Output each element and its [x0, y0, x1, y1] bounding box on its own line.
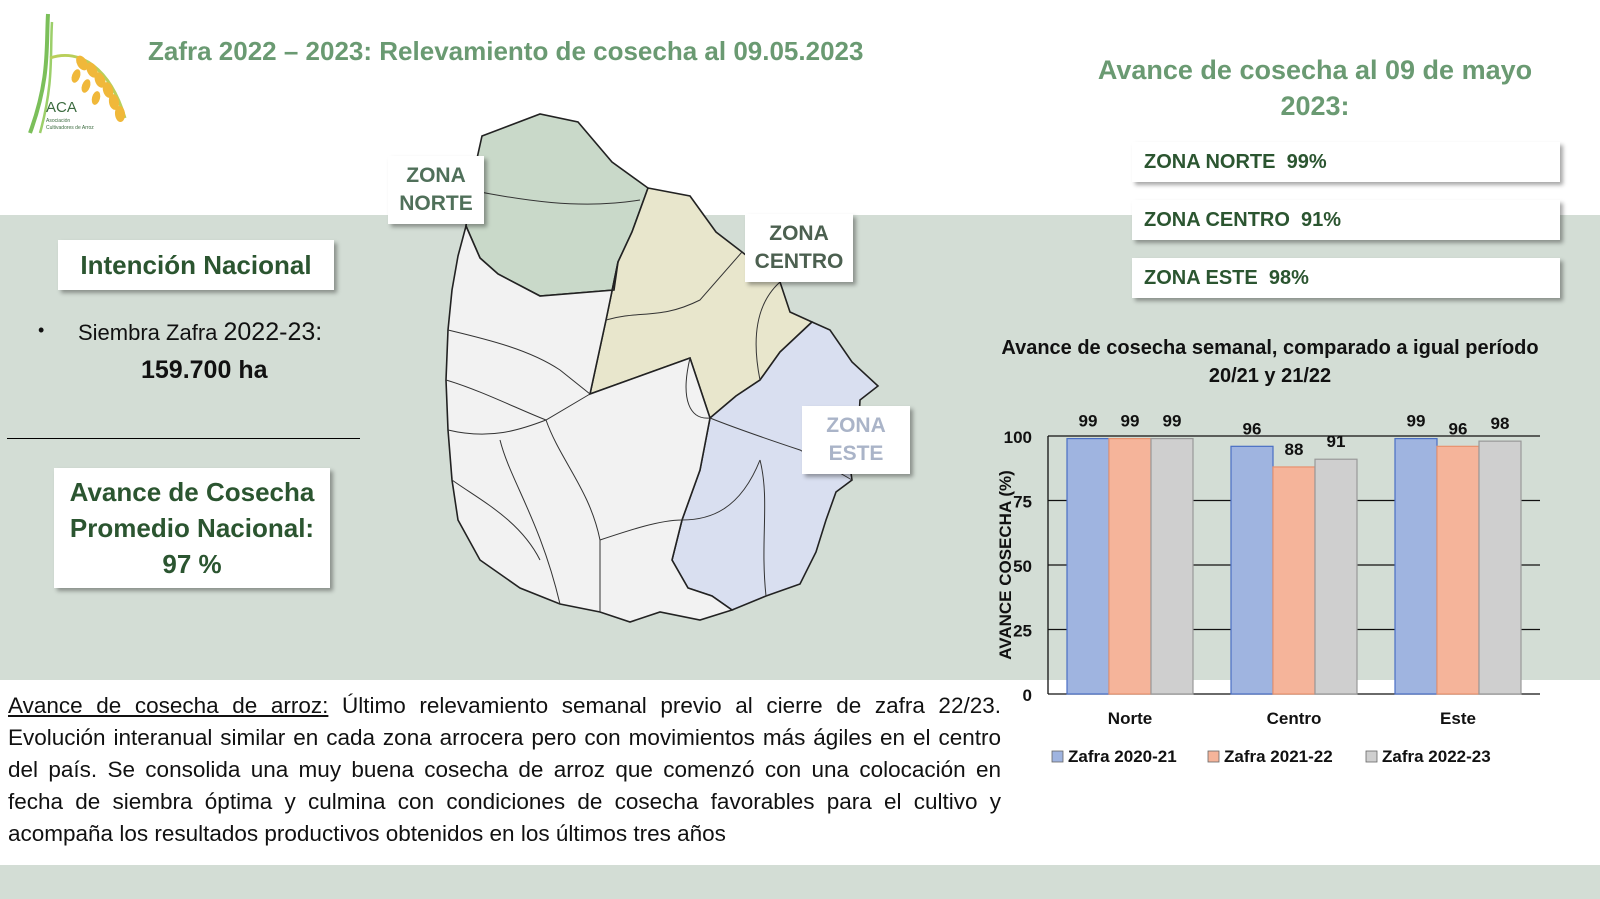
page-title: Zafra 2022 – 2023: Relevamiento de cosec…: [148, 36, 864, 66]
bar: [1314, 458, 1358, 695]
zona-este-line-2: ESTE: [828, 442, 884, 465]
y-tick-label: 25: [1013, 622, 1032, 641]
bar: [1066, 437, 1110, 695]
svg-text:ACA: ACA: [46, 99, 77, 116]
avance-promedio-box: Avance de Cosecha Promedio Nacional: 97 …: [54, 468, 330, 588]
zona-norte-line-1: ZONA: [406, 164, 466, 187]
data-label: 96: [1243, 419, 1262, 438]
bar: [1394, 437, 1438, 695]
x-tick-label: Norte: [1108, 709, 1152, 728]
zona-este-box: ZONA ESTE 98%: [1132, 258, 1560, 298]
avance-line-1: Avance de Cosecha: [69, 477, 315, 507]
x-tick-label: Centro: [1267, 709, 1322, 728]
data-label: 99: [1163, 412, 1182, 431]
data-label: 88: [1285, 440, 1304, 459]
legend-swatch: [1207, 750, 1220, 763]
data-label: 99: [1079, 412, 1098, 431]
data-label: 99: [1407, 412, 1426, 431]
siembra-label-line: Siembra Zafra 2022-23:: [78, 318, 322, 347]
harvest-bar-chart: 0 25 50 75 100 AVANCE COSECHA (%) 99 99 99 Norte 9…: [996, 412, 1540, 766]
data-label: 99: [1121, 412, 1140, 431]
siembra-label: Siembra Zafra: [78, 320, 224, 345]
background-strip: [0, 865, 1600, 899]
chart-title-line-1: Avance de cosecha semanal, comparado a i…: [1001, 337, 1539, 359]
zona-other-region: [445, 223, 734, 623]
zona-este-region: [671, 321, 880, 611]
zona-centro-box: ZONA CENTRO 91%: [1132, 200, 1560, 240]
zona-este-line-1: ZONA: [826, 414, 886, 437]
x-tick-label: Este: [1440, 709, 1476, 728]
legend-label: Zafra 2020-21: [1068, 747, 1177, 766]
data-label: 96: [1449, 419, 1468, 438]
paragraph-lead: Avance de cosecha de arroz:: [8, 693, 329, 718]
y-tick-label: 75: [1013, 493, 1032, 512]
bar: [1436, 445, 1480, 695]
avance-line-2: Promedio Nacional:: [69, 513, 315, 543]
avance-title-line-1: Avance de cosecha al 09 de mayo: [1097, 55, 1533, 85]
legend-swatch: [1051, 750, 1064, 763]
bar: [1108, 437, 1152, 695]
bar: [1150, 437, 1194, 695]
bar: [1272, 466, 1316, 695]
data-label: 91: [1327, 432, 1346, 451]
avance-title-line-2: 2023:: [1280, 91, 1350, 121]
zona-centro-line-1: ZONA: [769, 222, 829, 245]
zona-centro-line-2: CENTRO: [754, 250, 844, 273]
zona-este-label: ZONA ESTE: [802, 406, 910, 474]
avance-line-3: 97 %: [162, 549, 222, 579]
zona-norte-line-2: NORTE: [399, 192, 473, 215]
y-tick-label: 100: [1004, 428, 1032, 447]
divider: [7, 438, 360, 439]
svg-text:Asociación: Asociación: [46, 118, 70, 124]
y-tick-label: 0: [1023, 686, 1032, 705]
zona-centro-label: ZONA CENTRO: [745, 214, 853, 282]
intencion-nacional-box: Intención Nacional: [58, 240, 334, 290]
bar: [1478, 440, 1522, 695]
y-tick-label: 50: [1013, 557, 1032, 576]
chart-title-line-2: 20/21 y 21/22: [1208, 365, 1332, 387]
siembra-value: 159.700 ha: [141, 356, 268, 384]
legend-swatch: [1365, 750, 1378, 763]
chart-title: Avance de cosecha semanal, comparado a i…: [990, 334, 1550, 390]
avance-title: Avance de cosecha al 09 de mayo 2023:: [1085, 52, 1545, 124]
uruguay-map: [445, 113, 880, 623]
zona-norte-label: ZONA NORTE: [388, 156, 484, 224]
aca-logo: ACA Asociación Cultivadores de Arroz: [28, 13, 127, 134]
zona-norte-box: ZONA NORTE 99%: [1132, 142, 1560, 182]
legend-label: Zafra 2021-22: [1224, 747, 1333, 766]
paragraph-body: Último relevamiento semanal previo al ci…: [8, 693, 1001, 846]
data-label: 98: [1491, 414, 1510, 433]
legend-label: Zafra 2022-23: [1382, 747, 1491, 766]
bar: [1230, 445, 1274, 695]
y-axis-label: AVANCE COSECHA (%): [996, 470, 1015, 660]
bottom-paragraph: Avance de cosecha de arroz: Último relev…: [8, 690, 1001, 850]
siembra-year: 2022-23:: [223, 318, 323, 346]
svg-text:Cultivadores de Arroz: Cultivadores de Arroz: [46, 125, 94, 131]
bullet: •: [38, 320, 45, 340]
